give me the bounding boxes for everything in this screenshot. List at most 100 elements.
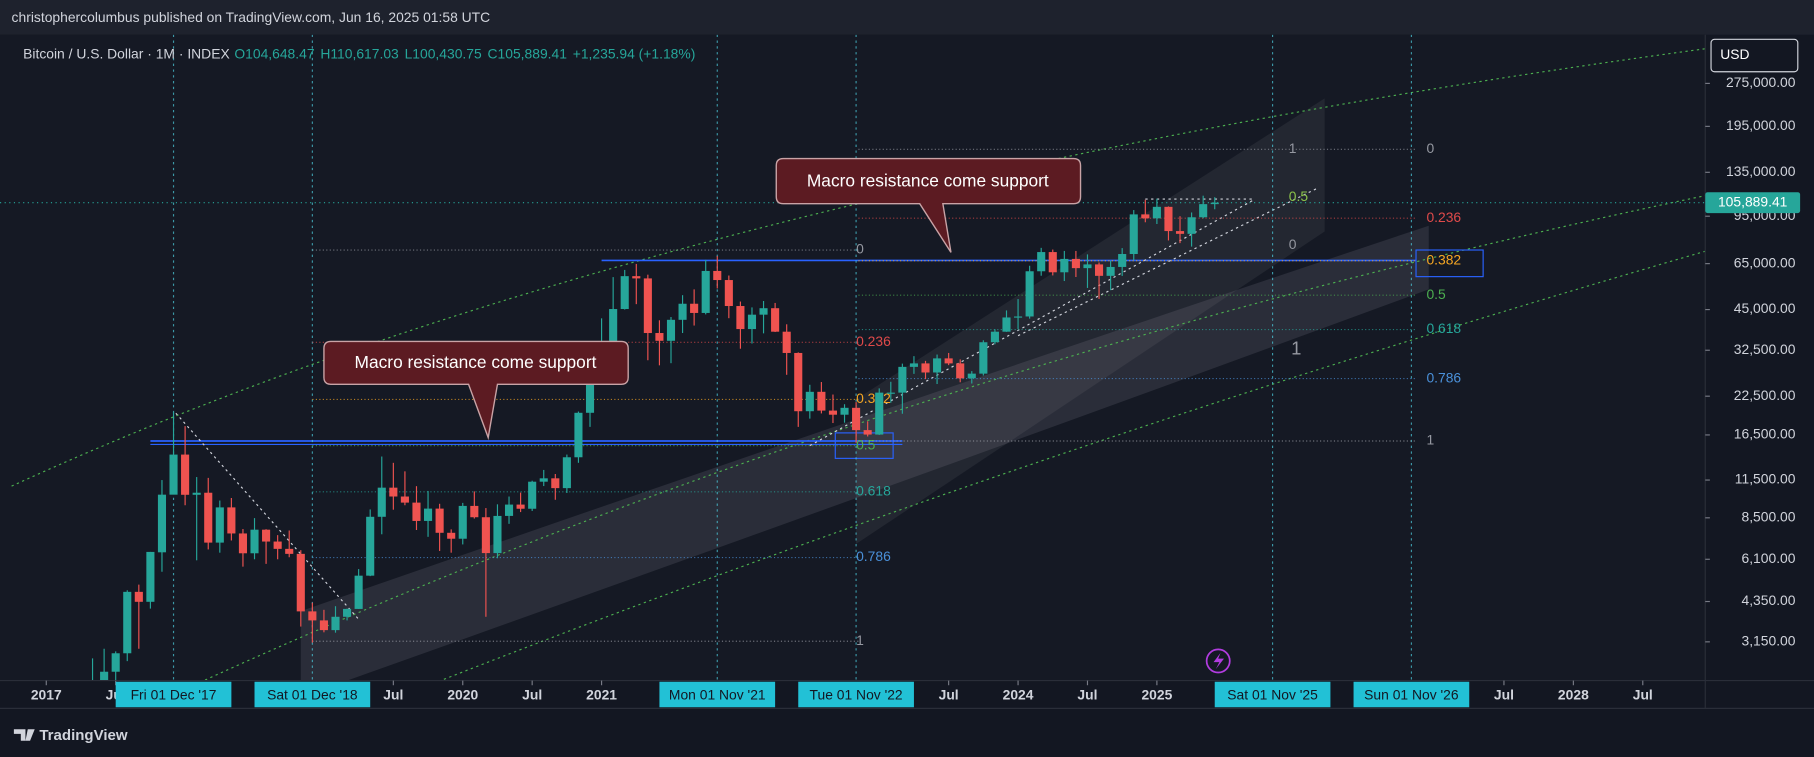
level-box xyxy=(1415,249,1484,278)
candle-body xyxy=(262,529,271,542)
candle-body xyxy=(1025,271,1034,317)
x-tick-label: Jul xyxy=(383,686,403,702)
y-tick-label: 22,500.00 xyxy=(1734,387,1796,403)
callout-text: Macro resistance come support xyxy=(807,170,1049,190)
candle-body xyxy=(909,363,918,367)
trend-line xyxy=(809,198,1256,447)
symbol: Bitcoin / U.S. Dollar · 1M · INDEX xyxy=(23,45,230,61)
callout-box xyxy=(775,157,1082,253)
fib-label: 0.236 xyxy=(856,333,891,349)
currency[interactable]: USD xyxy=(1720,46,1749,62)
y-tick-label: 8,500.00 xyxy=(1741,508,1795,524)
candle-body xyxy=(1152,206,1161,219)
candle-body xyxy=(921,363,930,373)
candle-body xyxy=(343,608,352,617)
y-tick-label: 16,500.00 xyxy=(1734,426,1796,442)
candle-body xyxy=(539,478,548,482)
candle-body xyxy=(1071,258,1080,269)
candle-body xyxy=(1048,252,1057,273)
y-tick-label: 6,100.00 xyxy=(1741,550,1795,566)
ohlc-value: H110,617.03 xyxy=(320,45,399,61)
event-icon xyxy=(1213,652,1224,670)
date-marker-label: Sat 01 Nov '25 xyxy=(1227,686,1318,702)
fib-label: 1 xyxy=(1291,337,1301,358)
candle-body xyxy=(400,496,409,503)
candle-body xyxy=(481,517,490,554)
candle-body xyxy=(308,611,317,621)
plot-area xyxy=(0,34,1706,681)
x-tick-label: 2025 xyxy=(1141,686,1172,702)
candle-body xyxy=(852,407,861,431)
candle-body xyxy=(331,616,340,631)
candle-body xyxy=(620,276,629,310)
candle-body xyxy=(678,303,687,320)
date-marker-label: Mon 01 Nov '21 xyxy=(669,686,766,702)
channel-band xyxy=(300,225,1429,681)
candle-body xyxy=(771,308,780,332)
candle-body xyxy=(192,492,201,495)
currency-button[interactable] xyxy=(1710,38,1799,73)
candle-body xyxy=(169,454,178,495)
candle-body xyxy=(1129,214,1138,255)
candle-body xyxy=(504,504,514,516)
fib-label: 0.5 xyxy=(856,436,876,452)
candle-body xyxy=(516,504,525,509)
date-marker-label: Fri 01 Dec '17 xyxy=(131,686,217,702)
candle-body xyxy=(979,342,988,374)
candle-body xyxy=(747,314,757,330)
candle-body xyxy=(609,309,618,348)
candle-body xyxy=(423,508,433,521)
candle-body xyxy=(238,533,247,554)
candle-body xyxy=(215,507,224,543)
candle-body xyxy=(666,319,676,341)
date-marker-label: Tue 01 Nov '22 xyxy=(810,686,903,702)
publisher: christophercolumbus published on Trading… xyxy=(12,9,491,25)
candle-body xyxy=(944,358,953,364)
candle-body xyxy=(1210,202,1219,205)
candle-body xyxy=(1187,217,1196,234)
candle-body xyxy=(886,392,895,394)
y-tick-label: 32,500.00 xyxy=(1734,341,1796,357)
date-marker-box xyxy=(1353,681,1470,708)
x-tick-label: 2024 xyxy=(1003,686,1034,702)
candle-body xyxy=(250,529,259,554)
callout-box xyxy=(323,340,629,441)
candle-body xyxy=(967,373,976,379)
candle-body xyxy=(574,412,583,458)
callouts: Macro resistance come support Macro resi… xyxy=(323,157,1082,441)
candle-body xyxy=(273,541,282,549)
fib-label: 0 xyxy=(1289,236,1297,252)
x-tick-label: Jul xyxy=(1633,686,1653,702)
candle-body xyxy=(655,333,664,341)
fib-label: 0.382 xyxy=(856,390,891,406)
fib-label: 1 xyxy=(1289,140,1297,156)
candle-body xyxy=(956,363,965,379)
candle-body xyxy=(111,653,120,672)
candle-body xyxy=(805,391,814,412)
candle-body xyxy=(1094,264,1104,276)
candle-body xyxy=(123,591,132,654)
candle-body xyxy=(1083,264,1092,269)
ohlc: O104,648.47 H110,617.03 L100,430.75 C105,88… xyxy=(234,45,695,61)
candle-body xyxy=(285,548,294,554)
candle-body xyxy=(794,352,803,412)
candle-body xyxy=(227,507,236,534)
candle-body xyxy=(1141,214,1150,219)
candle-body xyxy=(863,430,872,435)
candle-body xyxy=(840,407,849,415)
fib-label: 0 xyxy=(856,241,864,257)
candle-body xyxy=(701,270,710,313)
candle-body xyxy=(562,457,571,489)
y-tick-label: 135,000.00 xyxy=(1726,163,1796,179)
candle-body xyxy=(724,280,733,307)
candle-body xyxy=(377,487,386,517)
candle-body xyxy=(1118,254,1127,267)
candle-body xyxy=(736,306,745,330)
ohlc-value: O104,648.47 xyxy=(234,45,314,61)
candle-body xyxy=(354,575,363,609)
fib-label: 0.5 xyxy=(1426,286,1446,302)
candle-body xyxy=(412,502,421,521)
y-tick-label: 65,000.00 xyxy=(1734,254,1796,270)
candle-body xyxy=(898,366,907,393)
